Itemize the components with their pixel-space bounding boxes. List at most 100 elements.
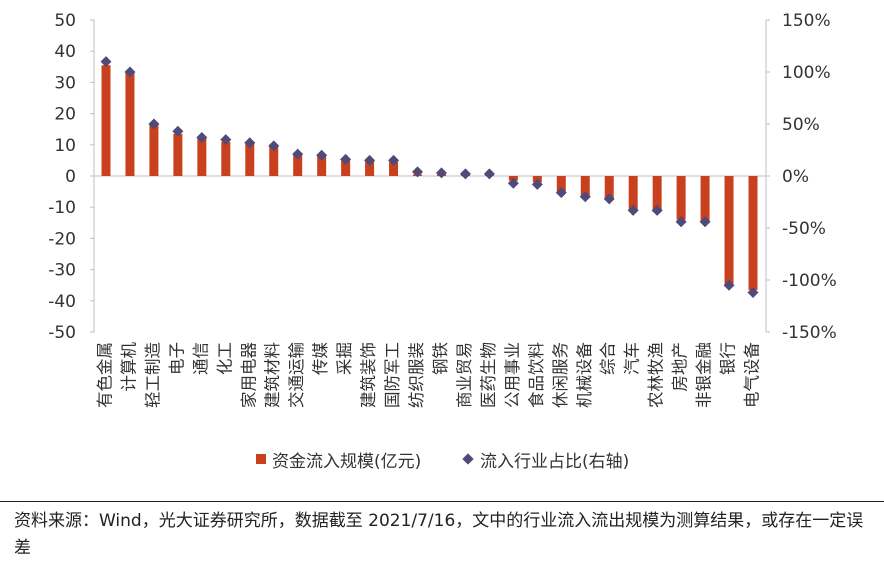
marker-电子 xyxy=(172,125,184,137)
y-left-tick-label: -50 xyxy=(48,323,76,343)
legend-swatch-bar xyxy=(256,454,266,464)
marker-商业贸易 xyxy=(459,168,471,180)
bar-建筑装饰 xyxy=(365,160,375,176)
y-left-tick-label: 0 xyxy=(65,167,76,187)
marker-医药生物 xyxy=(483,168,495,180)
marker-机械设备 xyxy=(579,191,591,203)
y-right-tick-label: -50% xyxy=(782,219,826,239)
y-left-tick-label: -10 xyxy=(48,198,76,218)
category-label: 商业贸易 xyxy=(455,342,474,408)
bar-汽车 xyxy=(628,176,638,211)
marker-计算机 xyxy=(124,66,136,78)
category-label: 机械设备 xyxy=(575,342,594,409)
category-label: 国防军工 xyxy=(383,342,402,408)
bar-建筑材料 xyxy=(269,146,279,176)
bar-通信 xyxy=(197,138,207,176)
marker-休闲服务 xyxy=(555,187,567,199)
legend: 资金流入规模(亿元) 流入行业占比(右轴) xyxy=(0,447,884,472)
y-left-tick-label: -20 xyxy=(48,229,76,249)
y-right-tick-label: 50% xyxy=(782,115,820,135)
bar-有色金属 xyxy=(101,65,111,176)
category-label: 轻工制造 xyxy=(143,342,162,409)
marker-电气设备 xyxy=(747,286,759,298)
bar-房地产 xyxy=(676,176,686,220)
bar-轻工制造 xyxy=(149,124,159,176)
category-label: 采掘 xyxy=(335,342,354,375)
category-label: 有色金属 xyxy=(96,342,115,408)
marker-化工 xyxy=(220,134,232,146)
y-left-tick-label: 50 xyxy=(54,11,76,31)
legend-item-marker: 流入行业占比(右轴) xyxy=(462,447,630,472)
marker-建筑材料 xyxy=(268,140,280,152)
marker-纺织服装 xyxy=(412,166,424,178)
category-label: 交通运输 xyxy=(287,342,306,409)
marker-房地产 xyxy=(675,216,687,228)
category-label: 房地产 xyxy=(671,342,690,392)
y-right-tick-label: 150% xyxy=(782,11,831,31)
marker-家用电器 xyxy=(244,137,256,149)
bar-农林牧渔 xyxy=(652,176,662,212)
category-label: 纺织服装 xyxy=(407,342,426,408)
y-right-tick-label: -100% xyxy=(782,271,837,291)
y-left-tick-label: 20 xyxy=(54,105,76,125)
bar-家用电器 xyxy=(245,141,255,176)
bar-化工 xyxy=(221,141,231,176)
category-label: 医药生物 xyxy=(479,342,498,408)
category-label: 食品饮料 xyxy=(527,342,546,408)
marker-钢铁 xyxy=(435,167,447,179)
category-label: 汽车 xyxy=(623,342,642,375)
category-label: 电气设备 xyxy=(743,342,762,409)
category-label: 公用事业 xyxy=(503,342,522,408)
marker-银行 xyxy=(723,279,735,291)
bar-银行 xyxy=(724,176,734,284)
category-label: 计算机 xyxy=(119,342,138,392)
category-label: 银行 xyxy=(719,342,738,375)
marker-交通运输 xyxy=(292,148,304,160)
category-label: 钢铁 xyxy=(431,342,450,375)
marker-通信 xyxy=(196,132,208,144)
legend-label-bar: 资金流入规模(亿元) xyxy=(272,451,422,472)
bar-采掘 xyxy=(341,158,351,176)
marker-汽车 xyxy=(627,204,639,216)
y-left-tick-label: 30 xyxy=(54,73,76,93)
y-left-tick-label: 10 xyxy=(54,136,76,156)
category-label: 通信 xyxy=(191,342,210,375)
marker-国防军工 xyxy=(388,154,400,166)
category-label: 休闲服务 xyxy=(551,342,570,408)
y-left-tick-label: 40 xyxy=(54,42,76,62)
marker-采掘 xyxy=(340,153,352,165)
marker-轻工制造 xyxy=(148,118,160,130)
chart: 50 40 30 20 10 0 -10 -20 -30 -40 -50 150% 100% 50% 0% -… xyxy=(48,11,837,409)
marker-有色金属 xyxy=(100,56,112,68)
category-label: 非银金融 xyxy=(695,342,714,408)
bar-传媒 xyxy=(317,155,327,176)
legend-item-bar: 资金流入规模(亿元) xyxy=(256,447,422,472)
category-label: 家用电器 xyxy=(239,342,258,409)
category-label: 传媒 xyxy=(311,342,330,376)
bar-国防军工 xyxy=(389,161,399,176)
marker-食品饮料 xyxy=(531,178,543,190)
category-label: 综合 xyxy=(599,342,618,375)
source-divider xyxy=(0,501,884,502)
bar-综合 xyxy=(604,176,614,198)
marker-公用事业 xyxy=(507,177,519,189)
bar-机械设备 xyxy=(580,176,590,197)
y-right-tick-label: 100% xyxy=(782,63,831,83)
category-label: 建筑材料 xyxy=(263,342,282,408)
bar-电子 xyxy=(173,133,183,176)
legend-diamond-icon xyxy=(462,453,474,465)
y-right-tick-label: -150% xyxy=(782,323,837,343)
marker-建筑装饰 xyxy=(364,154,376,166)
marker-非银金融 xyxy=(699,216,711,228)
bar-休闲服务 xyxy=(556,176,566,192)
category-label: 农林牧渔 xyxy=(647,342,666,408)
bar-非银金融 xyxy=(700,176,710,222)
bar-交通运输 xyxy=(293,154,303,176)
legend-label-marker: 流入行业占比(右轴) xyxy=(480,451,630,472)
bar-计算机 xyxy=(125,71,135,176)
y-right-tick-label: 0% xyxy=(782,167,809,187)
source-note: 资料来源：Wind，光大证券研究所，数据截至 2021/7/16，文中的行业流入… xyxy=(14,511,864,558)
bar-电气设备 xyxy=(748,176,758,290)
y-left-tick-label: -40 xyxy=(48,292,76,312)
category-label: 建筑装饰 xyxy=(359,342,378,408)
